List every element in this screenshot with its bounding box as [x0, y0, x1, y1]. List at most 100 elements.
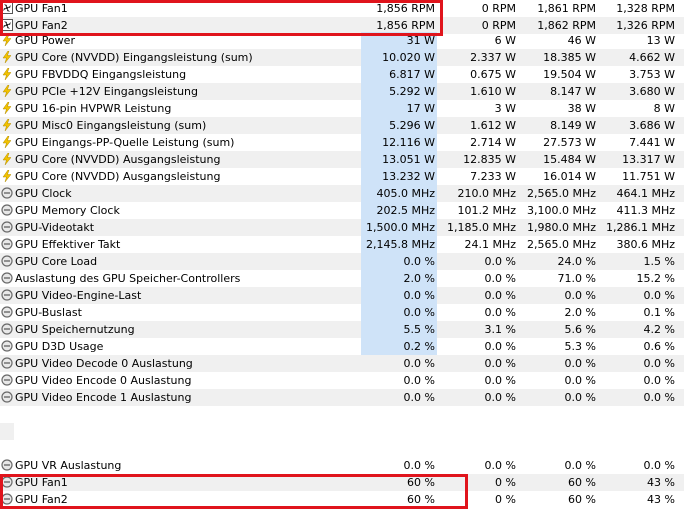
- table-row[interactable]: GPU FBVDDQ Eingangsleistung 6.817 W 0.675 …: [0, 66, 684, 83]
- table-row[interactable]: GPU Power 31 W 6 W 46 W 13 W: [0, 32, 684, 49]
- table-row[interactable]: GPU Clock 405.0 MHz 210.0 MHz 2,565.0 MHz 46…: [0, 185, 684, 202]
- lightning-icon: [1, 34, 13, 46]
- clock-icon: [1, 289, 13, 301]
- sensor-label: GPU Core (NVVDD) Ausgangsleistung: [15, 153, 221, 166]
- sensor-label: GPU Core Load: [15, 255, 98, 268]
- sensor-label: GPU-Videotakt: [15, 221, 95, 234]
- avg-value: 0.0 %: [643, 357, 675, 370]
- table-row[interactable]: GPU Video-Engine-Last 0.0 % 0.0 % 0.0 % 0.0 …: [0, 287, 684, 304]
- sensor-label: GPU Video Encode 1 Auslastung: [15, 391, 192, 404]
- sensor-label: GPU PCIe +12V Eingangsleistung: [15, 85, 198, 98]
- avg-value: 13 W: [646, 34, 675, 47]
- sensor-label: GPU Misc0 Eingangsleistung (sum): [15, 119, 207, 132]
- clock-icon: [1, 357, 13, 369]
- table-row[interactable]: GPU Eingangs-PP-Quelle Leistung (sum) 12.…: [0, 134, 684, 151]
- table-row[interactable]: GPU Effektiver Takt 2,145.8 MHz 24.1 MHz 2,…: [0, 236, 684, 253]
- clock-icon: [1, 221, 13, 233]
- clock-icon: [1, 272, 13, 284]
- table-row[interactable]: GPU 16-pin HVPWR Leistung 17 W 3 W 38 W 8 W: [0, 100, 684, 117]
- max-value: 0.0 %: [564, 391, 596, 404]
- max-value: 71.0 %: [557, 272, 596, 285]
- min-value: 0.0 %: [484, 374, 516, 387]
- max-value: 8.147 W: [550, 85, 596, 98]
- table-row[interactable]: GPU Fan2 60 % 0 % 60 % 43 %: [0, 491, 684, 508]
- table-row[interactable]: GPU-Buslast 0.0 % 0.0 % 2.0 % 0.1 %: [0, 304, 684, 321]
- table-row[interactable]: Auslastung des GPU Speicher-Controllers 2…: [0, 270, 684, 287]
- current-value: 12.116 W: [361, 134, 437, 151]
- max-value: 60 %: [568, 476, 596, 489]
- table-row[interactable]: GPU Memory Clock 202.5 MHz 101.2 MHz 3,100.…: [0, 202, 684, 219]
- sensor-label: GPU Core (NVVDD) Eingangsleistung (sum): [15, 51, 253, 64]
- table-row[interactable]: GPU VR Auslastung 0.0 % 0.0 % 0.0 % 0.0 %: [0, 457, 684, 474]
- clock-icon: [1, 323, 13, 335]
- max-value: 16.014 W: [543, 170, 596, 183]
- min-value: 0.675 W: [470, 68, 516, 81]
- fan-icon: [1, 2, 13, 14]
- clock-icon: [1, 255, 13, 267]
- max-value: 5.3 %: [564, 340, 596, 353]
- avg-value: 4.2 %: [643, 323, 675, 336]
- max-value: 2,565.0 MHz: [526, 187, 596, 200]
- min-value: 0 %: [495, 476, 516, 489]
- table-row[interactable]: GPU Video Encode 1 Auslastung 0.0 % 0.0 % 0…: [0, 389, 684, 406]
- current-value: 0.0 %: [403, 391, 435, 404]
- current-value: 0.0 %: [361, 304, 437, 321]
- clock-icon: [1, 493, 13, 505]
- table-row[interactable]: GPU PCIe +12V Eingangsleistung 5.292 W 1.6…: [0, 83, 684, 100]
- min-value: 24.1 MHz: [464, 238, 516, 251]
- sensor-label: GPU Clock: [15, 187, 72, 200]
- sensor-label: GPU Fan2: [15, 493, 68, 506]
- current-value: 1,500.0 MHz: [361, 219, 437, 236]
- max-value: 1,862 RPM: [537, 19, 596, 32]
- avg-value: 43 %: [647, 493, 675, 506]
- table-row[interactable]: GPU-Videotakt 1,500.0 MHz 1,185.0 MHz 1,980…: [0, 219, 684, 236]
- lightning-icon: [1, 68, 13, 80]
- sensor-label: GPU Power: [15, 34, 75, 47]
- min-value: 0.0 %: [484, 272, 516, 285]
- clock-icon: [1, 238, 13, 250]
- lightning-icon: [1, 51, 13, 63]
- table-row[interactable]: GPU Fan1 60 % 0 % 60 % 43 %: [0, 474, 684, 491]
- max-value: 46 W: [567, 34, 596, 47]
- sensor-label: GPU Memory Clock: [15, 204, 120, 217]
- avg-value: 3.686 W: [629, 119, 675, 132]
- max-value: 27.573 W: [543, 136, 596, 149]
- current-value: 13.051 W: [361, 151, 437, 168]
- avg-value: 0.0 %: [643, 289, 675, 302]
- avg-value: 1,326 RPM: [616, 19, 675, 32]
- table-row[interactable]: GPU Fan2 1,856 RPM 0 RPM 1,862 RPM 1,326 RPM: [0, 17, 684, 34]
- max-value: 1,980.0 MHz: [526, 221, 596, 234]
- max-value: 24.0 %: [557, 255, 596, 268]
- max-value: 2,565.0 MHz: [526, 238, 596, 251]
- min-value: 1.612 W: [470, 119, 516, 132]
- table-row[interactable]: GPU Video Decode 0 Auslastung 0.0 % 0.0 % 0…: [0, 355, 684, 372]
- table-row[interactable]: GPU Video Encode 0 Auslastung 0.0 % 0.0 % 0…: [0, 372, 684, 389]
- current-value: 17 W: [361, 100, 437, 117]
- current-value: 405.0 MHz: [361, 185, 437, 202]
- table-row[interactable]: GPU Speichernutzung 5.5 % 3.1 % 5.6 % 4.2 %: [0, 321, 684, 338]
- current-value: 0.2 %: [361, 338, 437, 355]
- max-value: 60 %: [568, 493, 596, 506]
- sensor-label: GPU Video Decode 0 Auslastung: [15, 357, 193, 370]
- min-value: 0.0 %: [484, 255, 516, 268]
- max-value: 1,861 RPM: [537, 2, 596, 15]
- table-row[interactable]: GPU Core Load 0.0 % 0.0 % 24.0 % 1.5 %: [0, 253, 684, 270]
- sensor-label: GPU 16-pin HVPWR Leistung: [15, 102, 172, 115]
- table-row[interactable]: GPU Core (NVVDD) Ausgangsleistung 13.232 …: [0, 168, 684, 185]
- avg-value: 1.5 %: [643, 255, 675, 268]
- table-row[interactable]: GPU Fan1 1,856 RPM 0 RPM 1,861 RPM 1,328 RPM: [0, 0, 684, 17]
- current-value: 0.0 %: [403, 357, 435, 370]
- min-value: 2.337 W: [470, 51, 516, 64]
- sensor-label: GPU Eingangs-PP-Quelle Leistung (sum): [15, 136, 235, 149]
- clock-icon: [1, 476, 13, 488]
- min-value: 0.0 %: [484, 306, 516, 319]
- table-row[interactable]: GPU D3D Usage 0.2 % 0.0 % 5.3 % 0.6 %: [0, 338, 684, 355]
- avg-value: 0.0 %: [643, 374, 675, 387]
- current-value: 202.5 MHz: [361, 202, 437, 219]
- lightning-icon: [1, 85, 13, 97]
- table-row[interactable]: GPU Core (NVVDD) Eingangsleistung (sum) 1…: [0, 49, 684, 66]
- table-row[interactable]: GPU Misc0 Eingangsleistung (sum) 5.296 W 1…: [0, 117, 684, 134]
- current-value: 31 W: [361, 32, 437, 49]
- table-row[interactable]: GPU Core (NVVDD) Ausgangsleistung 13.051 …: [0, 151, 684, 168]
- avg-value: 4.662 W: [629, 51, 675, 64]
